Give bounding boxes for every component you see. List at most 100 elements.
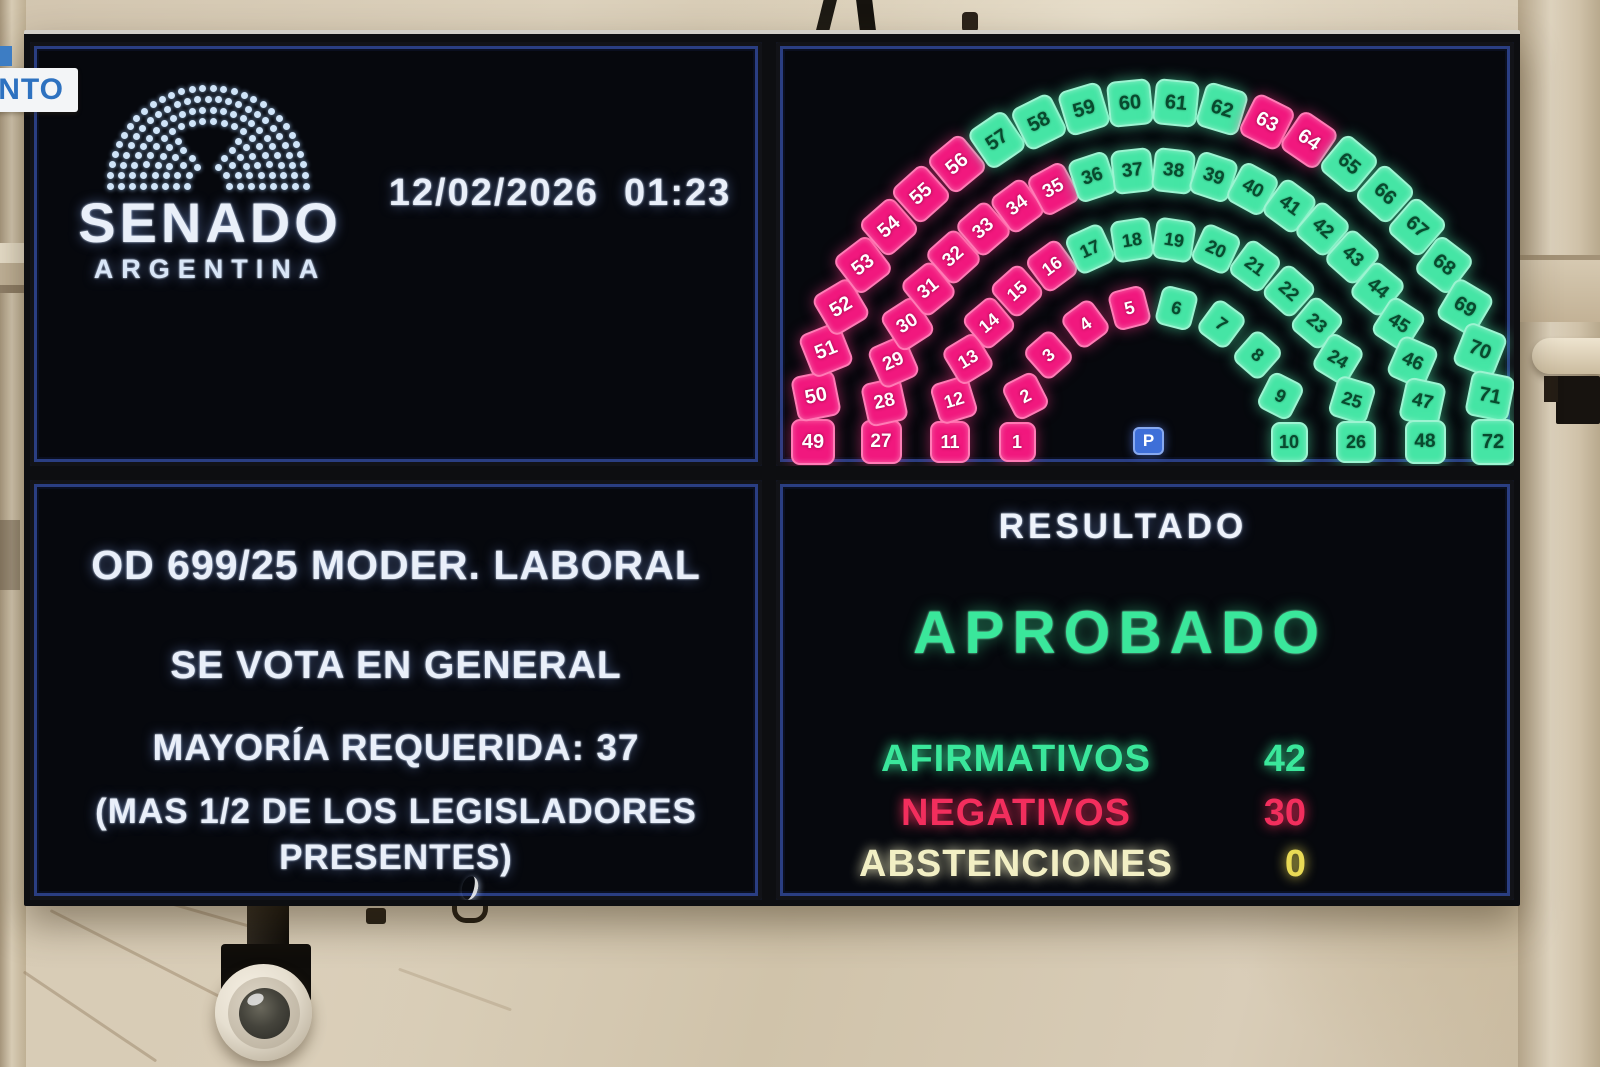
cable-loop [452,898,488,923]
note-line-2: PRESENTES) [279,838,513,877]
result-row-negative: NEGATIVOS 30 [776,792,1514,838]
logo-dot [281,142,289,150]
note-line-1: (MAS 1/2 DE LOS LEGISLADORES [95,792,697,831]
logo-dot [127,142,135,150]
logo-dot [128,182,136,190]
logo-dot [194,164,201,172]
logo-dot [220,108,227,116]
logo-dot [155,110,163,118]
logo-dot [180,161,187,169]
logo-dot [199,84,207,92]
logo-dot [183,98,191,105]
logo-dot [209,106,217,114]
marble-vein [22,970,158,1063]
logo-dot [255,142,263,150]
logo-dot [280,182,288,190]
datetime-display: 12/02/2026 01:23 [388,172,732,214]
logo-dot [249,152,257,160]
logo-dot [194,96,201,104]
logo-dot [277,162,285,169]
logo-dot [168,128,176,136]
seat-60: 60 [1105,77,1154,128]
logo-dot [293,141,301,149]
logo-dot [263,134,271,142]
logo-dot [225,98,233,105]
logo-dot [120,161,127,169]
logo-dot [173,101,181,109]
seat-12: 12 [929,373,980,426]
logo-dot [290,172,298,179]
logo-dot [267,107,275,115]
logo-dot [161,182,169,190]
logo-dot [250,95,258,103]
seat-9: 9 [1255,369,1307,422]
logo-dot [151,172,159,179]
logo-dot [236,154,244,161]
logo-dot [178,123,186,130]
wall-pipe [0,263,26,285]
affirmative-label: AFIRMATIVOS [881,738,1151,780]
logo-dot [108,161,116,169]
wall-bracket-arm [1544,376,1558,402]
logo-dot [129,172,137,180]
logo-dot [220,154,228,162]
seat-72: 72 [1471,419,1514,465]
wall-pipe-highlight [0,243,26,263]
logo-dot [139,124,147,132]
logo-dot [115,141,123,149]
logo-dot [242,144,250,152]
logo-dot [282,123,290,131]
logo-dot [107,171,115,179]
affirmative-count: 42 [1263,738,1306,780]
logo-dot [178,88,186,96]
logo-dot [169,115,177,122]
seat-27: 27 [860,420,902,464]
logo-dot [269,143,277,150]
logo-dot [146,117,154,125]
logo-dot [269,182,277,190]
logo-dot [229,161,236,169]
logo-dot [188,85,196,93]
logo-dot [126,123,134,131]
seat-71: 71 [1463,368,1514,423]
logo-dot [268,171,276,179]
wall-shadow [0,520,20,590]
wall-rail [1532,338,1600,374]
logo-dot [166,162,174,170]
logo-dot [291,182,299,190]
result-row-abstentions: ABSTENCIONES 0 [776,843,1514,889]
seat-26: 26 [1336,421,1376,463]
broadcast-graphic-fragment [0,46,12,66]
logo-dot [186,172,194,179]
logo-dot [275,115,283,123]
logo-dot [133,115,141,123]
logo-dot [158,95,166,103]
seat-4: 4 [1058,297,1112,352]
logo-dot [230,88,238,96]
logo-dot [254,161,262,169]
logo-dot [152,127,160,134]
logo-dot [225,182,233,190]
logo-dot [242,162,250,170]
logo-dot [172,182,180,190]
screen-reflection [459,874,481,900]
negative-count: 30 [1263,792,1306,834]
logo-dot [248,134,256,142]
logo-dot [111,151,119,159]
hemicycle: 1 2 3 4 5 6 7 8 9 10 11 12 13 14 15 16 17 18 19 20 21 22 23 24 2… [776,42,1514,466]
seat-48: 48 [1404,420,1446,464]
logo-dot [215,96,222,104]
logo-dot [120,132,128,139]
logo-dot [240,128,248,136]
vote-info-screen: OD 699/25 MODER. LABORAL SE VOTA EN GENE… [30,480,762,900]
seat-map-screen: 1 2 3 4 5 6 7 8 9 10 11 12 13 14 15 16 17 18 19 20 21 22 23 24 2… [776,42,1514,466]
logo-dot [246,172,254,180]
logo-dot [253,110,261,118]
logo-dot [257,172,265,179]
logo-dot [259,101,267,109]
logo-dot [256,127,264,134]
verdict-text: APROBADO [912,599,1327,666]
logo-dot [261,151,269,159]
logo-dot [168,91,176,99]
